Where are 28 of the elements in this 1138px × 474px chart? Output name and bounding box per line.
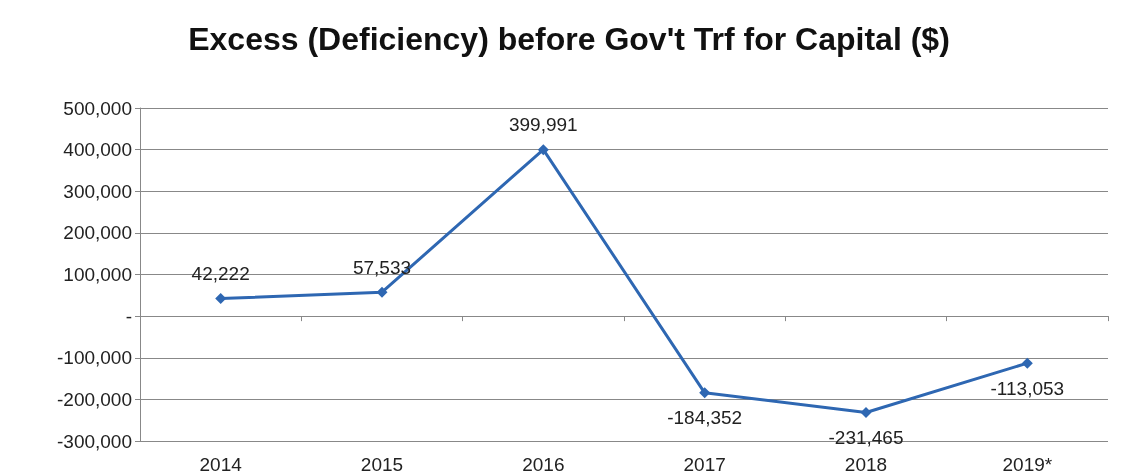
point: [215, 293, 227, 305]
y-tick-label: -100,000: [56, 347, 132, 369]
point: [1021, 357, 1033, 369]
y-tick-label: 300,000: [63, 180, 132, 202]
y-tick-label: 200,000: [63, 222, 132, 244]
data-label: 399,991: [508, 114, 578, 136]
y-tick-label: 500,000: [63, 97, 132, 119]
x-tick-label: 2019*: [1002, 454, 1053, 474]
y-tick-label: -: [125, 305, 132, 327]
x-tick-label: 2017: [683, 454, 726, 474]
x-tick-label: 2015: [360, 454, 404, 474]
x-tick-label: 2018: [844, 454, 888, 474]
y-tick-label: 400,000: [63, 139, 132, 161]
point: [860, 406, 872, 418]
point: [699, 387, 711, 399]
data-label: 57,533: [352, 256, 412, 278]
point: [537, 144, 549, 156]
y-tick-label: -200,000: [56, 388, 132, 410]
data-label: 42,222: [191, 263, 250, 285]
x-tick-label: 2014: [199, 454, 243, 474]
data-label: -184,352: [667, 407, 743, 429]
point: [376, 286, 388, 298]
x-tick-label: 2016: [522, 454, 565, 474]
data-label: -231,465: [828, 426, 904, 448]
data-label: -113,053: [990, 377, 1065, 399]
y-tick-label: 100,000: [63, 264, 132, 285]
y-tick-label: -300,000: [56, 430, 132, 452]
chart-title: Excess (Deficiency) before Gov't Trf for Capital ($): [188, 21, 950, 57]
